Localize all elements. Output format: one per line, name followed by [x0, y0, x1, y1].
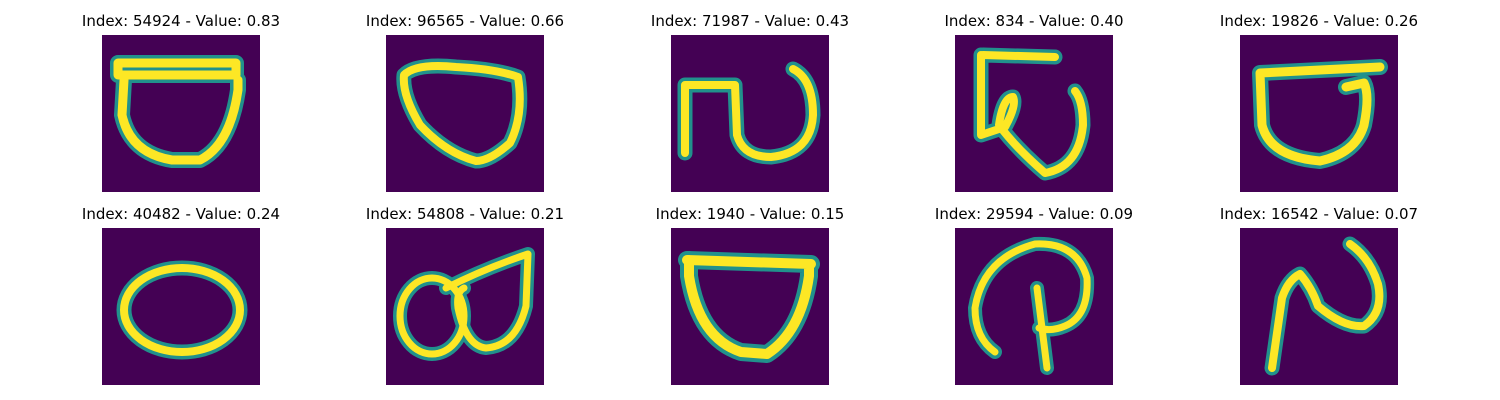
glyph-image: [955, 228, 1113, 385]
glyph-tangled-loop: [955, 35, 1113, 192]
glyph-image: [671, 35, 829, 192]
panel-title: Index: 16542 - Value: 0.07: [1176, 200, 1462, 228]
panel-title: Index: 71987 - Value: 0.43: [607, 7, 893, 35]
panel-1: Index: 54924 - Value: 0.83: [38, 7, 324, 192]
panel-6: Index: 40482 - Value: 0.24: [38, 200, 324, 385]
glyph-double-loop: [386, 228, 544, 385]
glyph-n-hook: [1240, 228, 1398, 385]
glyph-n-loop: [671, 35, 829, 192]
panel-title: Index: 29594 - Value: 0.09: [891, 200, 1177, 228]
panel-title: Index: 40482 - Value: 0.24: [38, 200, 324, 228]
glyph-rounded-triangle: [386, 35, 544, 192]
glyph-cup-open-right: [1240, 35, 1398, 192]
panel-3: Index: 71987 - Value: 0.43: [607, 7, 893, 192]
panel-title: Index: 54808 - Value: 0.21: [322, 200, 608, 228]
glyph-cup-closed-top: [102, 35, 260, 192]
panel-9: Index: 29594 - Value: 0.09: [891, 200, 1177, 385]
glyph-image: [386, 228, 544, 385]
glyph-cup-closed-top: [671, 228, 829, 385]
glyph-image: [1240, 35, 1398, 192]
glyph-image: [386, 35, 544, 192]
glyph-image: [102, 35, 260, 192]
glyph-image: [102, 228, 260, 385]
panel-4: Index: 834 - Value: 0.40: [891, 7, 1177, 192]
panel-title: Index: 54924 - Value: 0.83: [38, 7, 324, 35]
panel-7: Index: 54808 - Value: 0.21: [322, 200, 608, 385]
panel-2: Index: 96565 - Value: 0.66: [322, 7, 608, 192]
glyph-image: [671, 228, 829, 385]
panel-title: Index: 96565 - Value: 0.66: [322, 7, 608, 35]
glyph-image: [1240, 228, 1398, 385]
panel-title: Index: 19826 - Value: 0.26: [1176, 7, 1462, 35]
panel-title: Index: 1940 - Value: 0.15: [607, 200, 893, 228]
panel-title: Index: 834 - Value: 0.40: [891, 7, 1177, 35]
panel-10: Index: 16542 - Value: 0.07: [1176, 200, 1462, 385]
glyph-oval: [102, 228, 260, 385]
panel-5: Index: 19826 - Value: 0.26: [1176, 7, 1462, 192]
glyph-p-shape: [955, 228, 1113, 385]
glyph-image: [955, 35, 1113, 192]
panel-8: Index: 1940 - Value: 0.15: [607, 200, 893, 385]
